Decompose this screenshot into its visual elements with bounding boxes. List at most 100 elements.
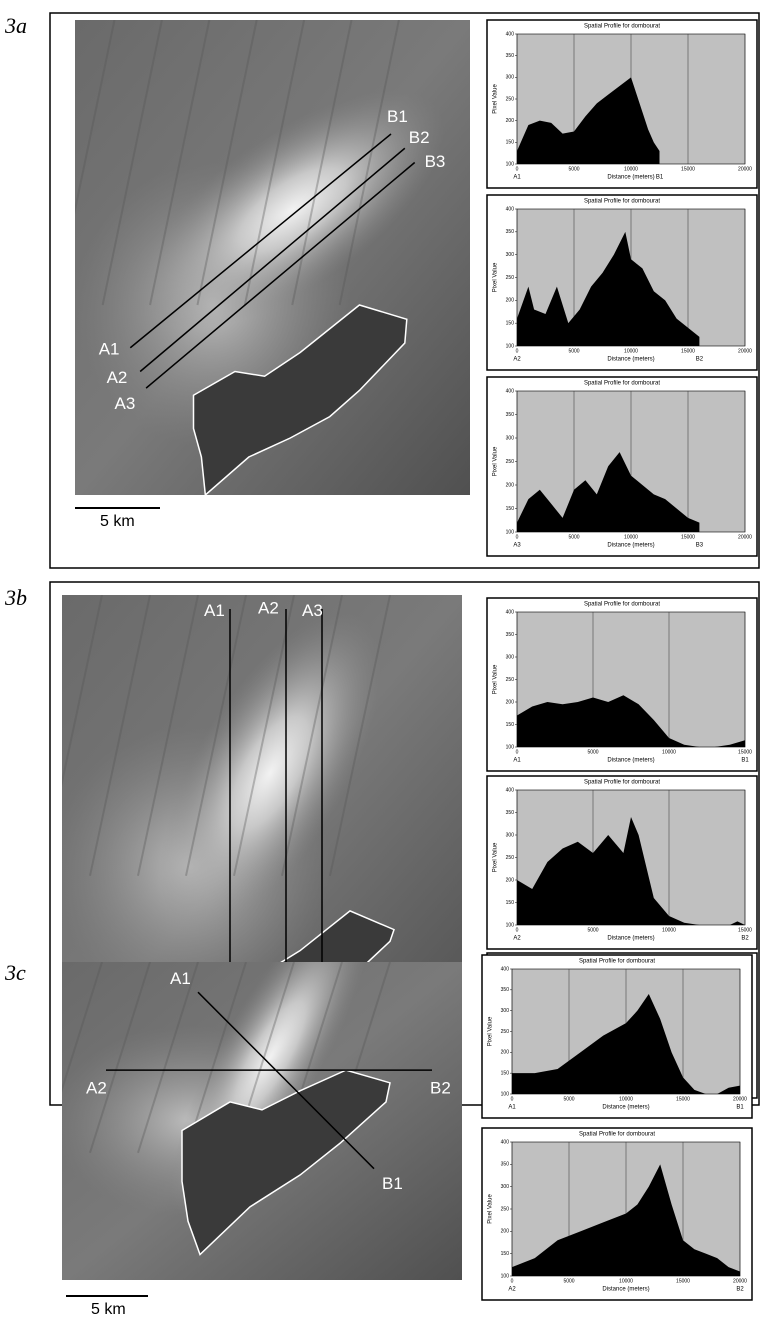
valley [75,20,116,215]
profile-area [512,994,740,1094]
y-tick-label: 350 [501,987,510,993]
map-label: A2 [258,599,279,618]
study-area [181,1069,391,1256]
y-tick-label: 350 [506,412,515,418]
start-label: A2 [513,357,521,363]
profile-line [129,133,392,349]
valley [185,962,247,1154]
map-label: A1 [170,969,191,988]
x-tick-label: 10000 [662,927,676,933]
x-tick-label: 10000 [624,166,638,172]
map-label: A3 [302,601,323,620]
y-tick-label: 400 [501,1139,510,1145]
valley [89,595,151,877]
map-label: B1 [382,1174,403,1193]
start-label: A1 [513,175,521,181]
y-tick-label: 200 [506,298,515,304]
map-relief [62,962,391,1256]
map-label: B3 [425,152,446,171]
x-tick-label: 10000 [619,1096,633,1102]
panel-label: 3a [4,13,27,38]
chart-title: Spatial Profile for dombourat [579,1132,655,1138]
x-tick-label: 15000 [681,348,695,354]
valley [62,595,103,787]
y-tick-label: 300 [506,252,515,258]
panel-label: 3c [4,960,26,985]
y-tick-label: 300 [501,1184,510,1190]
scale-label: 5 km [91,1301,126,1318]
x-tick-label: 0 [516,534,519,540]
end-label: B1 [736,1105,744,1111]
y-tick-label: 150 [506,900,515,906]
map-label: A1 [204,601,225,620]
y-tick-label: 100 [506,161,515,167]
start-label: A1 [513,758,521,764]
valley [233,595,295,877]
y-axis-label: Pixel Value [493,842,499,872]
map-label: B2 [409,128,430,147]
profile-area [517,452,700,532]
map-label: B1 [387,107,408,126]
x-axis-label: Distance (meters) [607,357,654,363]
x-tick-label: 10000 [624,348,638,354]
chart-title: Spatial Profile for dombourat [584,381,660,387]
y-tick-label: 350 [506,53,515,59]
chart-title: Spatial Profile for dombourat [579,959,655,965]
valley [62,962,103,1093]
chart-title: Spatial Profile for dombourat [584,602,660,608]
x-tick-label: 0 [516,166,519,172]
x-tick-label: 5000 [587,749,598,755]
y-tick-label: 300 [506,832,515,838]
y-axis-label: Pixel Value [493,664,499,694]
end-label: B1 [741,758,749,764]
y-tick-label: 250 [506,459,515,465]
x-tick-label: 10000 [662,749,676,755]
chart-title: Spatial Profile for dombourat [584,780,660,786]
x-tick-label: 5000 [587,927,598,933]
ridge [159,612,381,934]
x-tick-label: 20000 [733,1096,747,1102]
start-label: A3 [513,543,521,549]
start-label: A2 [508,1287,516,1293]
x-axis-label: Distance (meters) [602,1287,649,1293]
y-axis-label: Pixel Value [493,446,499,476]
panel-label: 3b [4,585,27,610]
x-tick-label: 5000 [563,1096,574,1102]
y-tick-label: 250 [506,96,515,102]
scale-label: 5 km [100,513,135,530]
end-label: B2 [741,936,749,942]
y-tick-label: 150 [501,1070,510,1076]
y-tick-label: 200 [501,1050,510,1056]
chart-title: Spatial Profile for dombourat [584,199,660,205]
y-tick-label: 150 [506,320,515,326]
y-tick-label: 100 [506,744,515,750]
x-tick-label: 5000 [568,348,579,354]
x-tick-label: 15000 [738,927,752,933]
y-tick-label: 250 [506,855,515,861]
profile-area [517,77,660,164]
y-tick-label: 400 [506,388,515,394]
y-tick-label: 100 [506,529,515,535]
y-tick-label: 350 [501,1162,510,1168]
valley [185,595,247,877]
y-tick-label: 250 [506,275,515,281]
map-label: A2 [107,368,128,387]
x-axis-label: Distance (meters) [607,543,654,549]
y-axis-label: Pixel Value [493,262,499,292]
y-tick-label: 300 [506,75,515,81]
x-tick-label: 0 [516,927,519,933]
x-tick-label: 0 [516,749,519,755]
x-tick-label: 20000 [733,1278,747,1284]
valley [243,20,306,306]
y-tick-label: 400 [506,206,515,212]
x-axis-label: Distance (meters) [607,758,654,764]
map-label: A1 [99,340,120,359]
profile-line [139,147,406,373]
panel-frame [49,12,760,569]
y-tick-label: 300 [506,435,515,441]
map-label: A3 [115,394,136,413]
end-label: B2 [736,1287,744,1293]
valley [101,20,163,306]
